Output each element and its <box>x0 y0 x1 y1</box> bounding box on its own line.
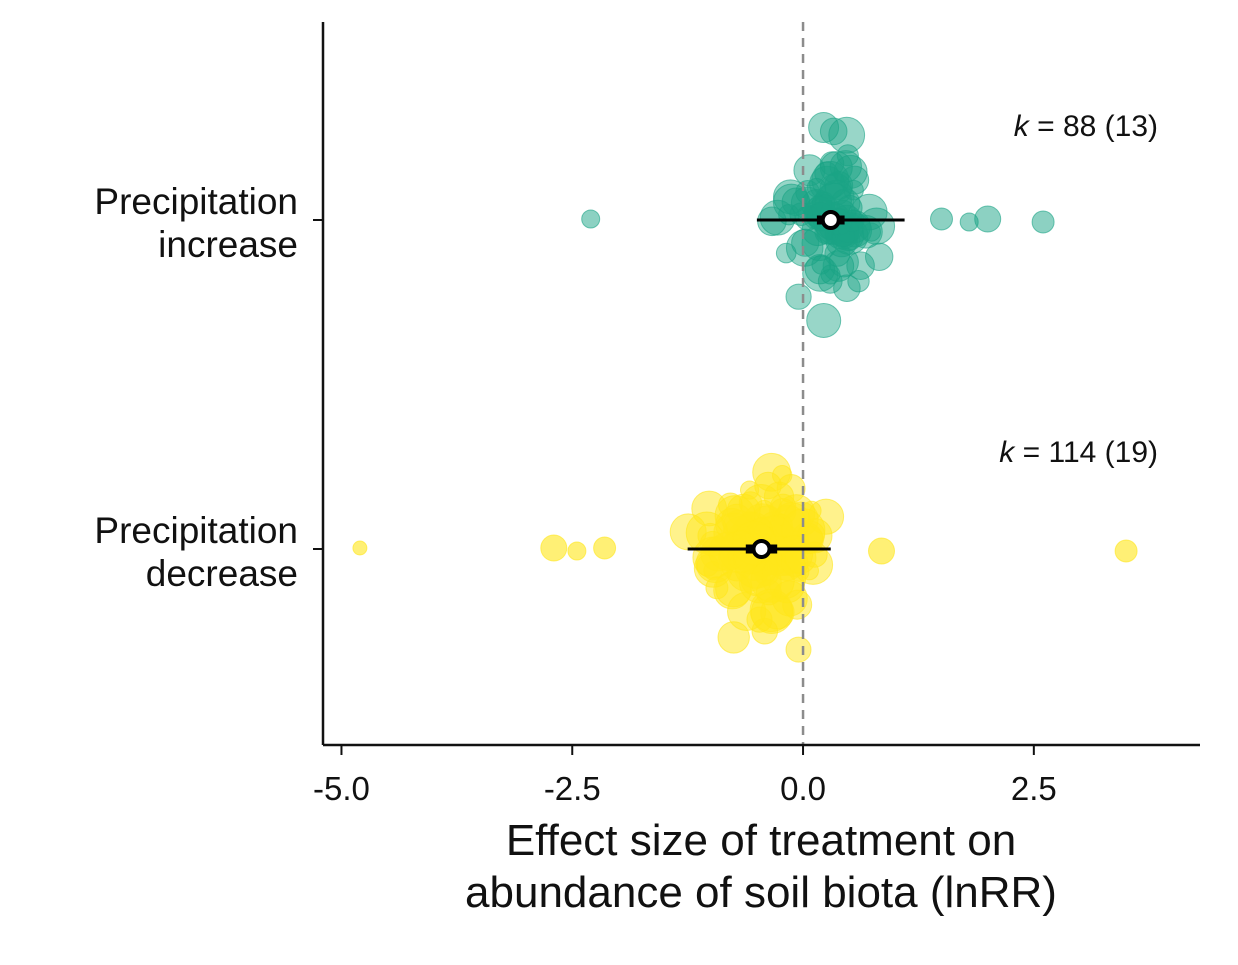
data-point-outlier <box>974 205 1002 233</box>
data-point-outlier <box>959 212 979 232</box>
estimate-increase <box>756 210 905 230</box>
data-point <box>806 177 827 198</box>
data-point <box>808 112 840 143</box>
data-point <box>785 229 824 267</box>
data-point-outlier <box>930 207 953 231</box>
data-point <box>846 251 875 281</box>
data-point <box>865 242 894 271</box>
data-points <box>352 112 1138 663</box>
data-point <box>828 116 866 154</box>
x-axis-title-line: Effect size of treatment on <box>506 816 1016 865</box>
k-symbol: k <box>999 436 1016 469</box>
data-point <box>791 228 820 257</box>
data-point <box>806 303 842 338</box>
k-label-increase: k = 88 (13) <box>1014 110 1158 143</box>
x-tick-label: -5.0 <box>313 770 370 807</box>
data-point-outlier <box>567 541 587 561</box>
point-estimate <box>820 210 841 230</box>
estimate-decrease <box>687 539 831 559</box>
data-point-outlier <box>593 536 617 560</box>
category-label-decrease: Precipitation decrease <box>94 510 298 594</box>
data-point <box>750 558 795 603</box>
x-tick-label: 2.5 <box>1011 770 1057 807</box>
data-point-outlier <box>581 209 601 229</box>
k-symbol: k <box>1014 110 1031 143</box>
data-point <box>713 571 752 610</box>
data-point <box>717 621 750 654</box>
point-estimate <box>751 539 772 559</box>
points-increase <box>581 112 1055 338</box>
data-point <box>819 117 848 146</box>
points-decrease <box>352 452 1138 663</box>
category-label-increase: Precipitation increase <box>94 181 298 265</box>
data-point <box>785 283 812 310</box>
category-label-line: Precipitation <box>94 510 298 551</box>
data-point <box>776 474 806 503</box>
x-tick-label: -2.5 <box>544 770 601 807</box>
data-point <box>833 274 861 303</box>
data-point <box>857 207 896 245</box>
data-point <box>830 188 861 219</box>
data-point-outlier <box>1031 210 1055 234</box>
data-point <box>829 150 862 183</box>
data-point <box>785 636 812 663</box>
data-point <box>804 254 836 285</box>
data-point <box>759 199 796 236</box>
category-label-line: increase <box>158 224 298 265</box>
x-tick-label: 0.0 <box>780 770 826 807</box>
x-axis-title-line: abundance of soil biota (lnRR) <box>465 868 1057 917</box>
estimate-markers <box>687 210 905 559</box>
data-point <box>782 589 813 620</box>
category-label-line: Precipitation <box>94 181 298 222</box>
k-count: = 114 (19) <box>1014 436 1158 469</box>
category-label-line: decrease <box>146 553 298 594</box>
data-point-outlier <box>540 534 568 562</box>
k-label-decrease: k = 114 (19) <box>999 436 1158 469</box>
k-count: = 88 (13) <box>1029 110 1158 143</box>
data-point <box>801 541 828 568</box>
data-point-outlier <box>352 540 368 556</box>
data-point <box>773 179 808 215</box>
data-point-outlier <box>1114 539 1138 563</box>
data-point <box>833 154 868 189</box>
axes: -5.0 -2.5 0.0 2.5 <box>313 22 1200 807</box>
data-point <box>849 215 883 249</box>
data-point <box>828 247 859 278</box>
data-point-outlier <box>868 537 895 565</box>
